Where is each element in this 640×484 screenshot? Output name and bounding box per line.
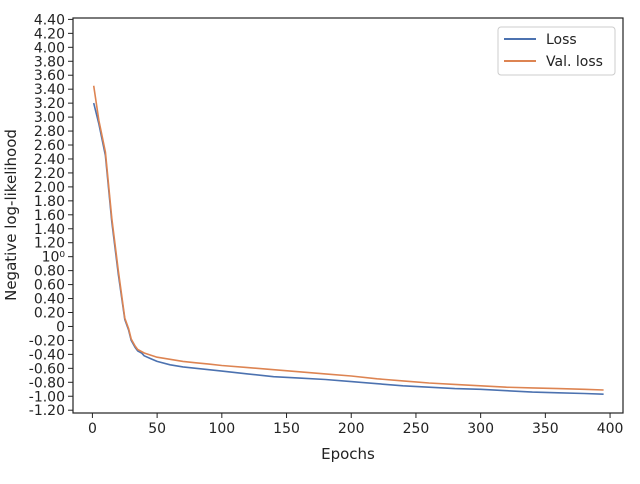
series-layer <box>92 85 604 395</box>
y-tick-label: 1.60 <box>34 208 65 224</box>
y-tick-label: 10⁰ <box>42 250 66 266</box>
y-tick-label: 3.60 <box>34 68 65 84</box>
y-axis: -1.20-1.00-0.80-0.60-0.40-0.2000.200.400… <box>29 12 73 419</box>
x-tick-label: 150 <box>273 421 300 437</box>
x-tick-label: 350 <box>532 421 559 437</box>
y-tick-label: 0 <box>56 319 65 335</box>
x-tick-label: 400 <box>597 421 624 437</box>
x-tick-label: 300 <box>467 421 494 437</box>
legend-label: Val. loss <box>546 54 603 70</box>
y-tick-label: 4.40 <box>34 12 65 28</box>
y-tick-label: 2.60 <box>34 138 65 154</box>
series-line-val-loss <box>92 85 604 391</box>
y-tick-label: -0.60 <box>29 361 65 377</box>
y-tick-label: 1.80 <box>34 194 65 210</box>
x-tick-label: 200 <box>338 421 365 437</box>
y-tick-label: -1.20 <box>29 403 65 419</box>
y-tick-label: 1.40 <box>34 222 65 238</box>
y-tick-label: 0.60 <box>34 278 65 294</box>
y-tick-label: 2.00 <box>34 180 65 196</box>
y-tick-label: 4.20 <box>34 26 65 42</box>
y-tick-label: 0.20 <box>34 306 65 322</box>
y-tick-label: 0.40 <box>34 292 65 308</box>
y-tick-label: -0.20 <box>29 333 65 349</box>
legend: Loss Val. loss <box>497 26 616 76</box>
x-axis: 0 50 100 150 200 250 300 350 400 <box>88 413 623 437</box>
y-tick-label: 1.20 <box>34 236 65 252</box>
y-tick-label: 3.40 <box>34 82 65 98</box>
y-tick-label: 4.00 <box>34 40 65 56</box>
y-tick-label: 3.80 <box>34 54 65 70</box>
y-tick-label: 2.40 <box>34 152 65 168</box>
y-tick-label: 2.80 <box>34 124 65 140</box>
x-tick-label: 0 <box>88 421 97 437</box>
y-tick-label: -0.40 <box>29 347 65 363</box>
legend-label: Loss <box>546 32 577 48</box>
x-tick-label: 50 <box>148 421 166 437</box>
y-tick-label: 0.80 <box>34 264 65 280</box>
y-tick-label: 3.20 <box>34 96 65 112</box>
x-tick-label: 250 <box>403 421 430 437</box>
y-tick-label: -0.80 <box>29 375 65 391</box>
y-axis-label: Negative log-likelihood <box>2 129 20 301</box>
y-tick-label: -1.00 <box>29 389 65 405</box>
y-tick-label: 2.20 <box>34 166 65 182</box>
x-tick-label: 100 <box>208 421 235 437</box>
x-axis-label: Epochs <box>321 445 375 463</box>
y-tick-label: 3.00 <box>34 110 65 126</box>
plot-frame <box>72 17 624 414</box>
